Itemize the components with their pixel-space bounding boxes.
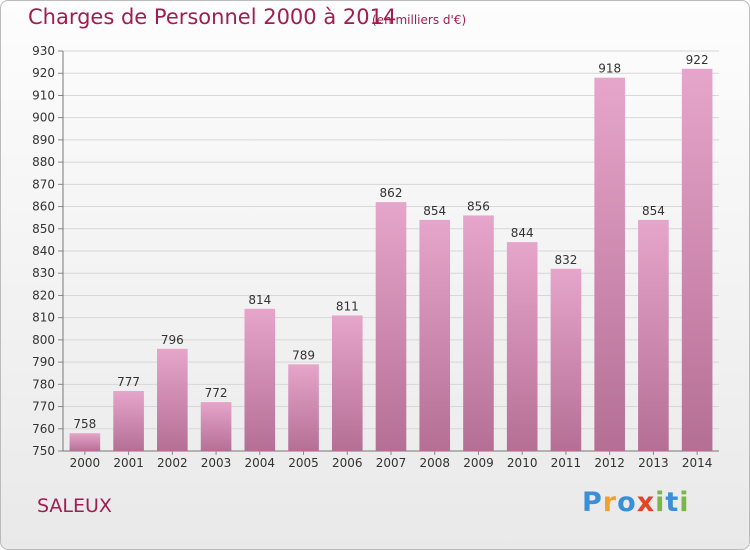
- y-tick-label: 830: [32, 266, 55, 280]
- bar: [375, 202, 407, 451]
- bar: [681, 68, 713, 452]
- y-tick-label: 860: [32, 200, 55, 214]
- bar-value-label: 796: [161, 333, 184, 347]
- logo-letter: i: [655, 487, 666, 518]
- logo-letter: x: [636, 487, 656, 518]
- x-tick-label: 2008: [419, 456, 450, 470]
- x-tick-label: 2009: [463, 456, 494, 470]
- logo-letter: r: [602, 487, 618, 518]
- y-tick-label: 900: [32, 111, 55, 125]
- y-tick-label: 810: [32, 311, 55, 325]
- logo-letter: P: [582, 487, 603, 518]
- chart-title: Charges de Personnel 2000 à 2014: [28, 5, 397, 29]
- bar-value-label: 811: [336, 299, 359, 313]
- bar: [550, 268, 582, 451]
- logo-letter: i: [679, 487, 690, 518]
- y-tick-label: 840: [32, 244, 55, 258]
- bar: [506, 242, 538, 451]
- bar: [594, 77, 625, 452]
- bar: [200, 402, 232, 451]
- x-tick-label: 2000: [70, 456, 101, 470]
- bar-value-label: 862: [380, 186, 403, 200]
- bar-value-label: 789: [292, 348, 315, 362]
- logo-letter: t: [665, 487, 680, 518]
- y-tick-label: 780: [32, 377, 55, 391]
- bar-value-label: 854: [423, 204, 446, 218]
- x-tick-label: 2014: [682, 456, 713, 470]
- y-tick-label: 760: [32, 422, 55, 436]
- proxiti-logo: Proxiti: [582, 487, 690, 518]
- bar-value-label: 814: [248, 293, 271, 307]
- y-tick-label: 820: [32, 288, 55, 302]
- bar: [638, 219, 669, 451]
- bar-value-label: 772: [205, 386, 228, 400]
- chart-subtitle: (en milliers d'€): [372, 13, 467, 27]
- x-tick-label: 2001: [113, 456, 144, 470]
- bar-value-label: 832: [554, 253, 577, 267]
- bar: [244, 308, 276, 451]
- x-tick-label: 2006: [332, 456, 363, 470]
- y-tick-label: 850: [32, 222, 55, 236]
- bar: [288, 364, 319, 451]
- bar-value-label: 777: [117, 375, 140, 389]
- y-tick-label: 910: [32, 88, 55, 102]
- bar-value-label: 844: [511, 226, 534, 240]
- x-tick-label: 2011: [551, 456, 582, 470]
- bar: [463, 215, 494, 451]
- bar-value-label: 758: [73, 417, 96, 431]
- y-tick-label: 930: [32, 44, 55, 58]
- bar: [419, 219, 451, 451]
- x-tick-label: 2003: [201, 456, 232, 470]
- x-tick-label: 2012: [594, 456, 625, 470]
- bar-value-label: 854: [642, 204, 665, 218]
- y-tick-label: 790: [32, 355, 55, 369]
- x-tick-label: 2004: [245, 456, 276, 470]
- bar: [69, 433, 101, 451]
- bar: [157, 348, 188, 451]
- y-tick-label: 890: [32, 133, 55, 147]
- y-tick-label: 770: [32, 400, 55, 414]
- logo-letter: o: [617, 487, 637, 518]
- bar-value-label: 918: [598, 62, 621, 76]
- x-tick-label: 2002: [157, 456, 188, 470]
- y-tick-label: 800: [32, 333, 55, 347]
- bar-value-label: 922: [686, 53, 709, 67]
- bar: [113, 391, 144, 451]
- y-tick-label: 870: [32, 177, 55, 191]
- y-tick-label: 920: [32, 66, 55, 80]
- bar-value-label: 856: [467, 199, 490, 213]
- y-tick-label: 880: [32, 155, 55, 169]
- commune-name: SALEUX: [37, 495, 112, 517]
- x-tick-label: 2013: [638, 456, 669, 470]
- y-tick-label: 750: [32, 444, 55, 458]
- x-tick-label: 2007: [376, 456, 407, 470]
- x-tick-label: 2010: [507, 456, 538, 470]
- x-tick-label: 2005: [288, 456, 319, 470]
- bar: [331, 315, 363, 451]
